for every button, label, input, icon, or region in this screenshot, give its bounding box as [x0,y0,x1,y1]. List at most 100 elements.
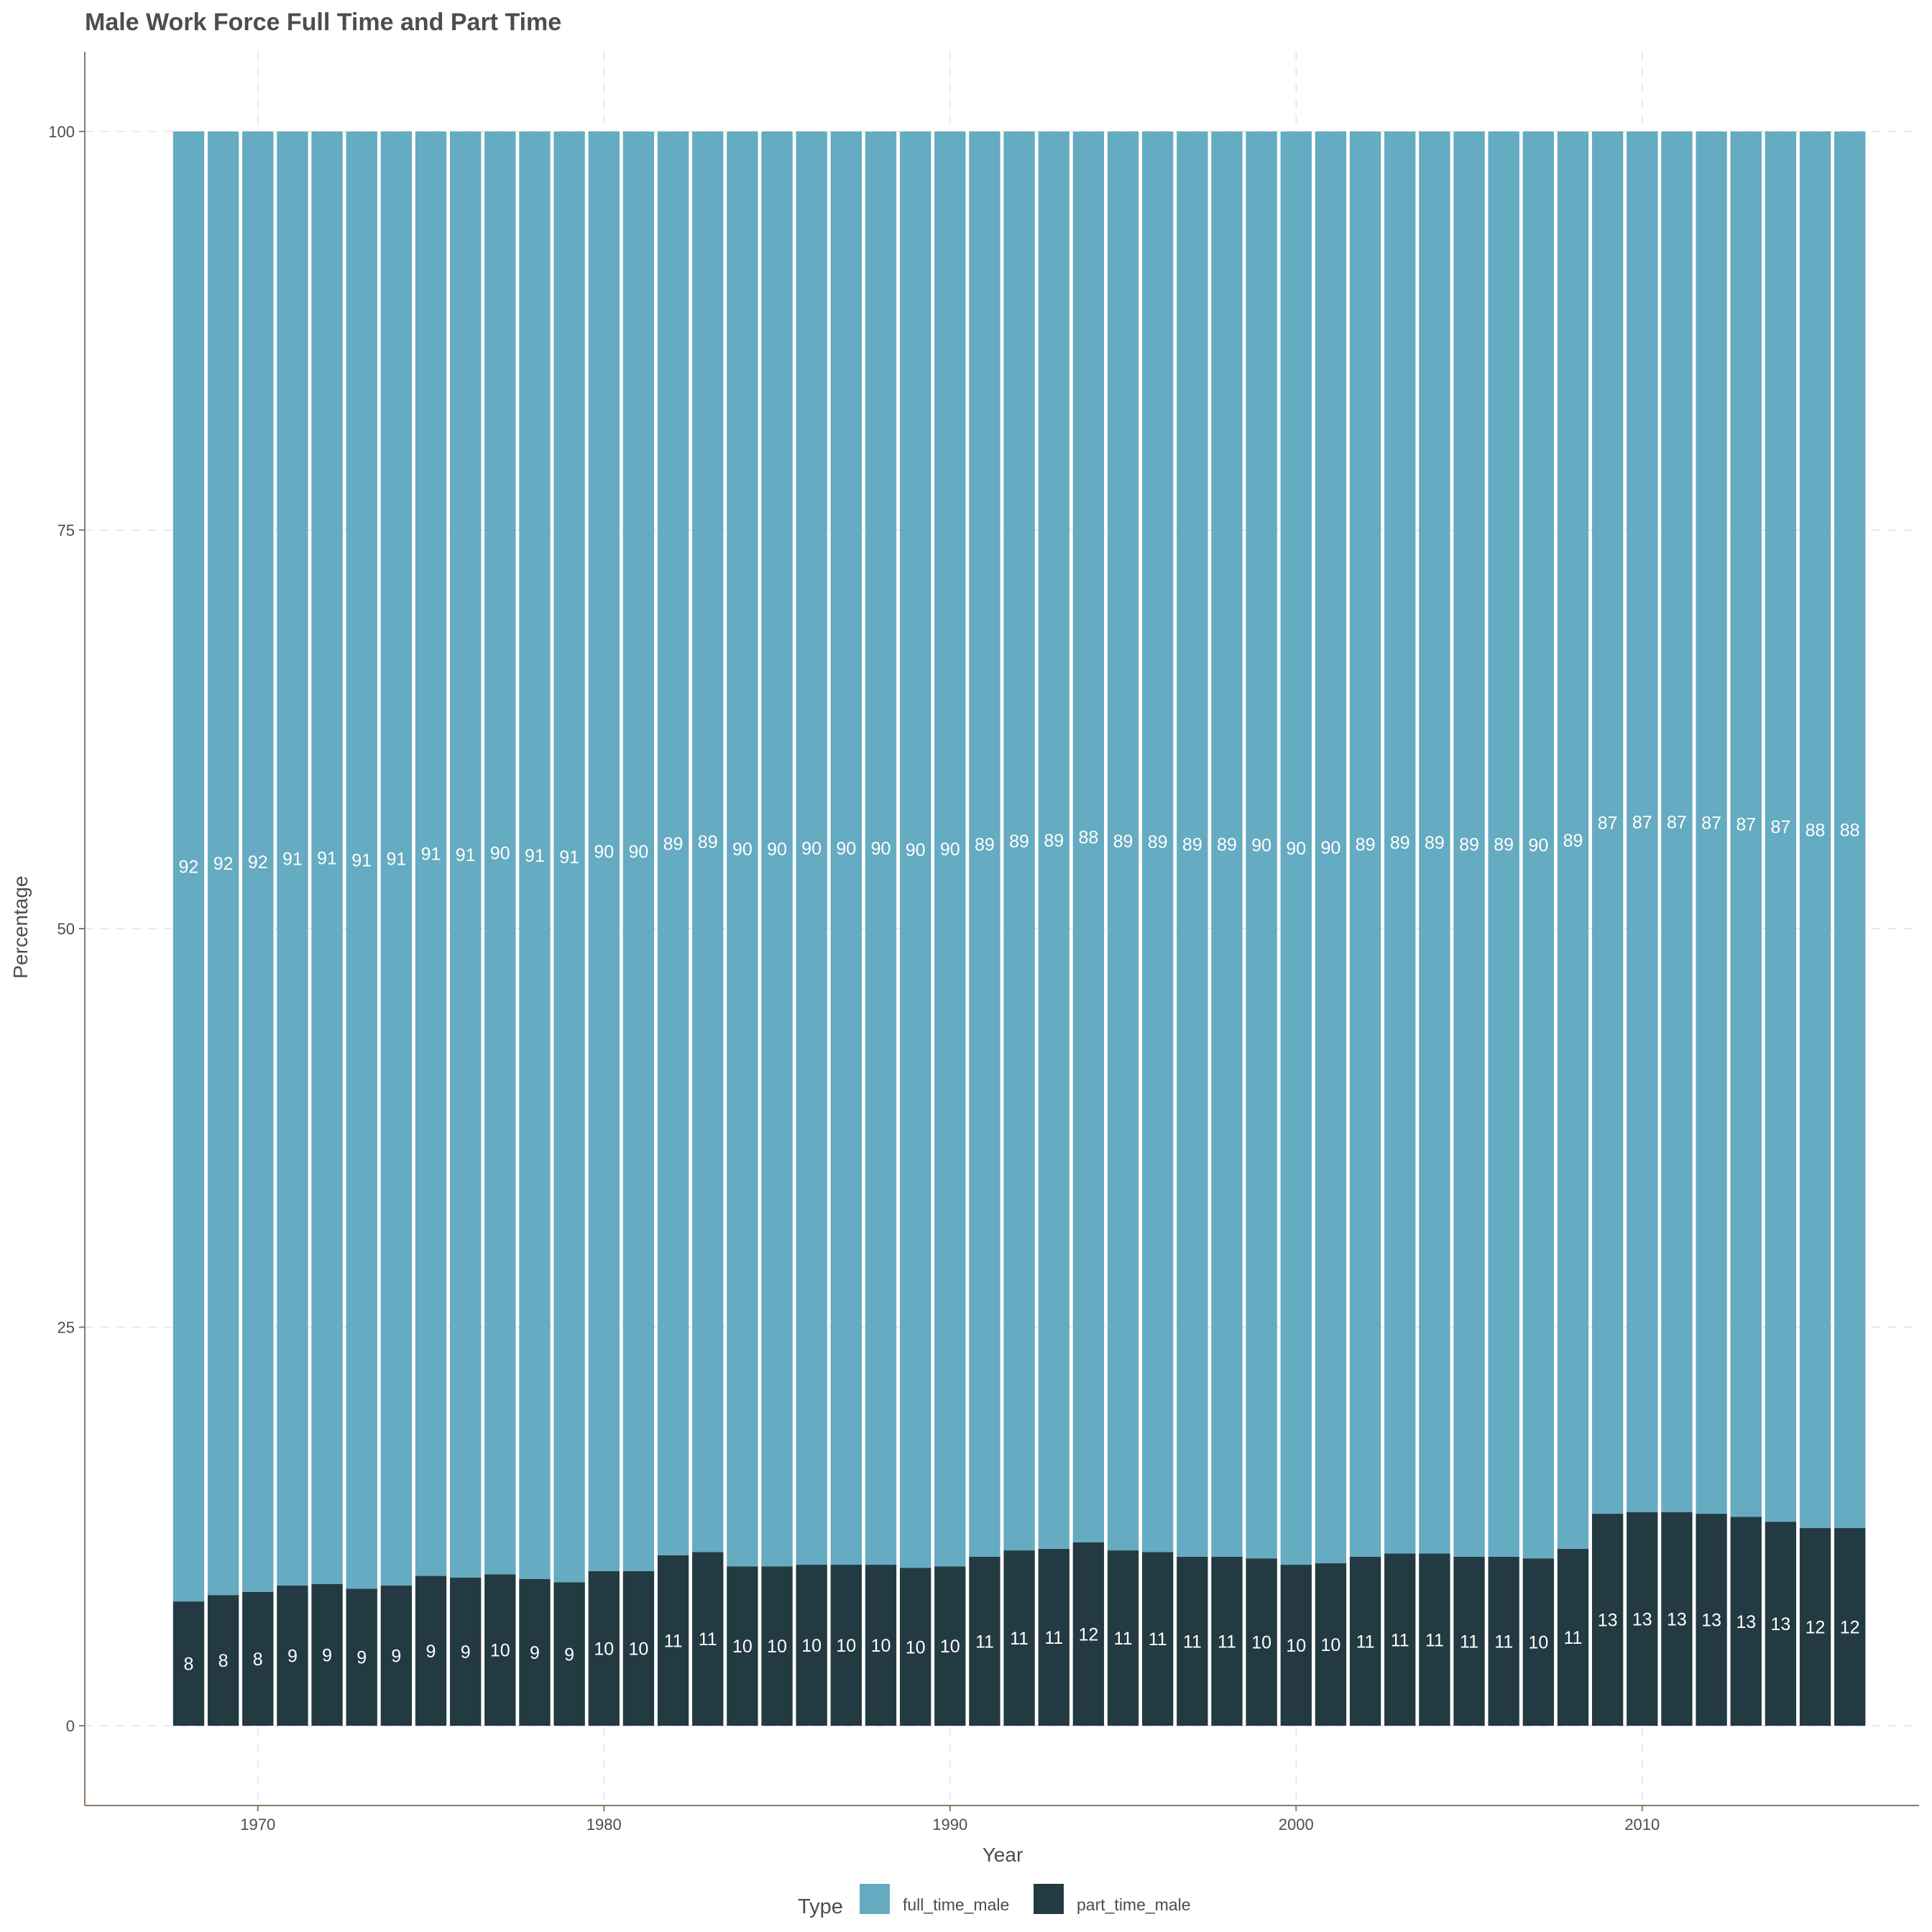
bar-part-time-1983 [692,1552,724,1726]
label-full-time-1975: 91 [421,845,441,865]
label-full-time-2003: 89 [1390,833,1410,853]
bar-part-time-1986 [796,1565,827,1726]
label-full-time-2012: 87 [1701,813,1721,833]
label-part-time-2004: 11 [1425,1630,1444,1650]
legend: Type full_time_male part_time_male [798,1884,1191,1918]
label-full-time-1981: 90 [629,842,649,862]
bar-full-time-1997 [1177,131,1208,1557]
label-part-time-2001: 10 [1321,1635,1341,1655]
bar-full-time-2004 [1419,131,1450,1554]
bar-full-time-1969 [207,131,239,1596]
label-full-time-2010: 87 [1632,812,1652,832]
legend-label-part_time_male: part_time_male [1077,1895,1191,1914]
label-full-time-2006: 89 [1494,834,1514,855]
bar-full-time-1989 [899,131,932,1568]
bar-full-time-1976 [449,131,482,1578]
bar-part-time-1995 [1107,1550,1139,1726]
bar-full-time-1999 [1246,131,1277,1559]
bar-full-time-1987 [830,131,862,1565]
bar-part-time-1994 [1072,1542,1105,1726]
label-full-time-1989: 90 [906,840,926,860]
legend-swatch-full_time_male [860,1884,890,1914]
bar-full-time-1972 [311,131,343,1584]
bar-part-time-1993 [1038,1548,1070,1726]
label-part-time-1975: 9 [426,1642,436,1662]
label-part-time-2009: 13 [1598,1611,1618,1631]
label-part-time-2003: 11 [1391,1630,1409,1650]
bar-full-time-2005 [1453,131,1485,1557]
label-part-time-1990: 10 [940,1637,960,1657]
bar-full-time-1968 [172,131,205,1602]
label-part-time-1978: 9 [530,1643,540,1663]
label-full-time-2015: 88 [1806,820,1826,840]
bar-part-time-1997 [1177,1556,1208,1726]
bar-part-time-1968 [172,1601,205,1726]
label-full-time-1986: 90 [801,839,822,859]
bar-full-time-1983 [692,131,724,1552]
label-full-time-1968: 92 [179,857,199,877]
bar-full-time-1975 [415,131,447,1576]
bar-full-time-1980 [588,131,620,1571]
bar-full-time-2001 [1315,131,1347,1563]
label-full-time-1994: 88 [1078,827,1098,847]
bar-part-time-1991 [969,1556,1000,1726]
bar-part-time-1998 [1211,1556,1243,1726]
bar-part-time-2016 [1834,1528,1866,1726]
label-full-time-1969: 92 [213,854,234,874]
bar-full-time-2002 [1349,131,1381,1557]
bar-full-time-2016 [1834,131,1866,1529]
label-full-time-2005: 89 [1459,834,1479,855]
bar-full-time-2013 [1730,131,1762,1517]
bar-full-time-1981 [622,131,655,1571]
x-tick-label: 2000 [1279,1816,1314,1834]
label-full-time-2001: 90 [1321,838,1341,858]
bar-part-time-2002 [1349,1556,1381,1726]
bar-part-time-2010 [1627,1512,1658,1726]
bar-full-time-1992 [1003,131,1035,1551]
bar-full-time-2015 [1799,131,1831,1529]
label-part-time-1969: 8 [218,1651,229,1671]
label-part-time-2013: 13 [1736,1612,1756,1632]
label-part-time-1977: 10 [490,1641,510,1661]
bar-part-time-1978 [519,1579,551,1726]
bar-part-time-1999 [1246,1558,1277,1726]
chart-title: Male Work Force Full Time and Part Time [85,9,561,36]
bar-full-time-1971 [277,131,308,1586]
bar-part-time-1970 [242,1591,274,1726]
bar-part-time-1973 [346,1588,377,1726]
bar-full-time-1998 [1211,131,1243,1557]
bar-full-time-1970 [242,131,274,1592]
bars [172,131,1866,1726]
bar-part-time-2005 [1453,1556,1485,1726]
label-part-time-1991: 11 [975,1632,994,1652]
legend-title: Type [798,1895,843,1918]
label-full-time-1979: 91 [559,847,579,868]
label-full-time-1972: 91 [317,848,337,868]
label-full-time-1977: 90 [490,844,510,864]
label-part-time-1968: 8 [183,1655,193,1675]
label-full-time-2014: 87 [1770,817,1790,837]
label-part-time-1976: 9 [461,1642,471,1662]
label-full-time-2002: 89 [1356,834,1376,855]
bar-part-time-2013 [1730,1517,1762,1726]
legend-swatch-part_time_male [1034,1884,1064,1914]
x-axis-title: Year [983,1844,1024,1866]
label-full-time-1987: 90 [836,839,856,859]
bar-full-time-1991 [969,131,1000,1557]
label-full-time-1982: 89 [663,834,684,854]
label-part-time-2007: 10 [1528,1633,1548,1653]
label-part-time-2000: 10 [1286,1636,1306,1656]
bar-part-time-2009 [1591,1514,1624,1726]
label-part-time-1971: 9 [288,1646,298,1666]
label-part-time-1998: 11 [1218,1632,1236,1652]
bar-full-time-1986 [796,131,827,1565]
label-full-time-1978: 91 [525,846,545,866]
label-full-time-1985: 90 [767,840,787,860]
bar-full-time-1973 [346,131,377,1589]
label-part-time-2015: 12 [1806,1618,1826,1638]
bar-full-time-1979 [553,131,585,1583]
label-full-time-1983: 89 [698,832,718,852]
label-full-time-2008: 89 [1563,831,1583,851]
x-tick-label: 1970 [240,1816,275,1834]
label-full-time-1984: 90 [732,840,753,860]
